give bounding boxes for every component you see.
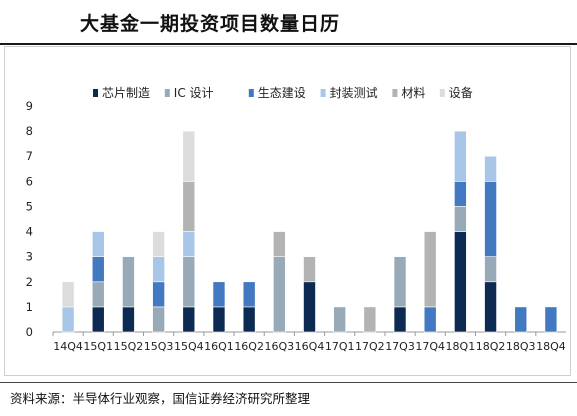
y-tick-label: 6: [26, 174, 33, 188]
bar-segment: [484, 256, 497, 283]
x-tick-label: 15Q4: [174, 340, 204, 353]
y-tick-label: 0: [26, 325, 33, 339]
bar-segment: [363, 306, 377, 333]
bar-segment: [273, 231, 286, 257]
y-tick-label: 8: [26, 124, 33, 138]
bar-segment: [484, 281, 497, 333]
title-bar: 大基金一期投资项目数量日历: [0, 0, 577, 45]
bar-segment: [333, 306, 346, 333]
x-tick-label: 18Q2: [476, 340, 506, 353]
x-tick-label: 16Q2: [234, 340, 264, 353]
legend-swatch-4: [392, 89, 398, 97]
bar-segment: [273, 256, 286, 333]
x-tick-label: 17Q1: [325, 340, 355, 353]
chart-frame: 芯片制造 IC 设计 生态建设 封装测试 材料 设备 0 1 2 3 4 5 6 7 8 9 14Q4 15Q1 1…: [4, 46, 571, 376]
x-tick-label: 17Q3: [385, 340, 415, 353]
bar-segment: [242, 281, 256, 308]
bar-segment: [303, 281, 316, 333]
legend-swatch-3: [320, 89, 326, 97]
bar-segment: [242, 306, 256, 333]
bar-segment: [61, 306, 75, 333]
legend-label-0: 芯片制造: [102, 86, 150, 100]
legend-swatch-5: [439, 89, 445, 97]
x-tick-label: 14Q4: [53, 340, 83, 353]
x-tick-label: 16Q4: [295, 340, 325, 353]
source-note: 资料来源：半导体行业观察，国信证券经济研究所整理: [10, 391, 311, 406]
bar-segment: [423, 306, 437, 333]
bar-segment: [212, 306, 226, 333]
x-tick-label: 18Q4: [536, 340, 566, 353]
x-tick-label: 16Q3: [264, 340, 294, 353]
x-tick-label: 18Q3: [506, 340, 536, 353]
legend-label-3: 封装测试: [330, 85, 378, 100]
x-tick-label: 17Q2: [355, 340, 385, 353]
legend-label-2: 生态建设: [258, 86, 306, 100]
y-tick-label: 2: [26, 275, 33, 289]
legend-swatch-0: [93, 89, 98, 97]
y-tick-label: 5: [26, 199, 33, 213]
bar-segment: [91, 306, 105, 333]
x-tick-label: 17Q4: [415, 340, 445, 353]
y-tick-label: 1: [26, 300, 33, 314]
bar-segment: [454, 130, 467, 182]
bar-segment: [91, 256, 105, 283]
x-tick-label: 16Q1: [204, 340, 234, 353]
legend-label-1: IC 设计: [174, 86, 214, 100]
bar-segment: [91, 231, 105, 257]
title-divider: [0, 43, 577, 45]
x-tick-label: 15Q3: [144, 340, 174, 353]
bar-segment: [182, 231, 196, 257]
bar-segment: [182, 130, 196, 182]
bar-segment: [423, 231, 437, 308]
bar-segment: [152, 231, 165, 257]
bar-segment: [484, 181, 497, 257]
legend-swatch-2: [248, 89, 254, 97]
bar-segment: [152, 306, 165, 333]
bar-segment: [182, 306, 196, 333]
bar-segment: [514, 306, 528, 333]
bar-segment: [182, 256, 196, 308]
y-tick-label: 9: [26, 99, 33, 113]
bar-segment: [91, 281, 105, 308]
chart-title: 大基金一期投资项目数量日历: [80, 13, 341, 35]
bar-segment: [212, 281, 226, 308]
bar-segment: [454, 181, 467, 207]
x-tick-label: 15Q1: [83, 340, 113, 353]
y-tick-label: 3: [26, 250, 33, 264]
x-tick-label: 15Q2: [114, 340, 144, 353]
bar-segment: [122, 306, 135, 333]
bar-segment: [484, 155, 497, 182]
legend-swatch-1: [164, 89, 170, 97]
legend-label-5: 设备: [449, 86, 473, 100]
bar-segment: [393, 256, 407, 308]
y-tick-label: 7: [26, 149, 33, 163]
bar-segment: [454, 231, 467, 333]
bar-segment: [454, 206, 467, 232]
y-tick-label: 4: [26, 225, 33, 239]
bar-segment: [544, 306, 558, 333]
source-divider: [0, 382, 577, 383]
bar-segment: [393, 306, 407, 333]
bar-segment: [152, 256, 165, 283]
bar-segment: [61, 281, 75, 308]
bar-segment: [182, 181, 196, 232]
bar-segment: [152, 281, 165, 308]
bar-segment: [122, 256, 135, 308]
bar-segment: [303, 256, 316, 283]
legend-label-4: 材料: [401, 86, 425, 100]
x-tick-label: 18Q1: [446, 340, 476, 353]
